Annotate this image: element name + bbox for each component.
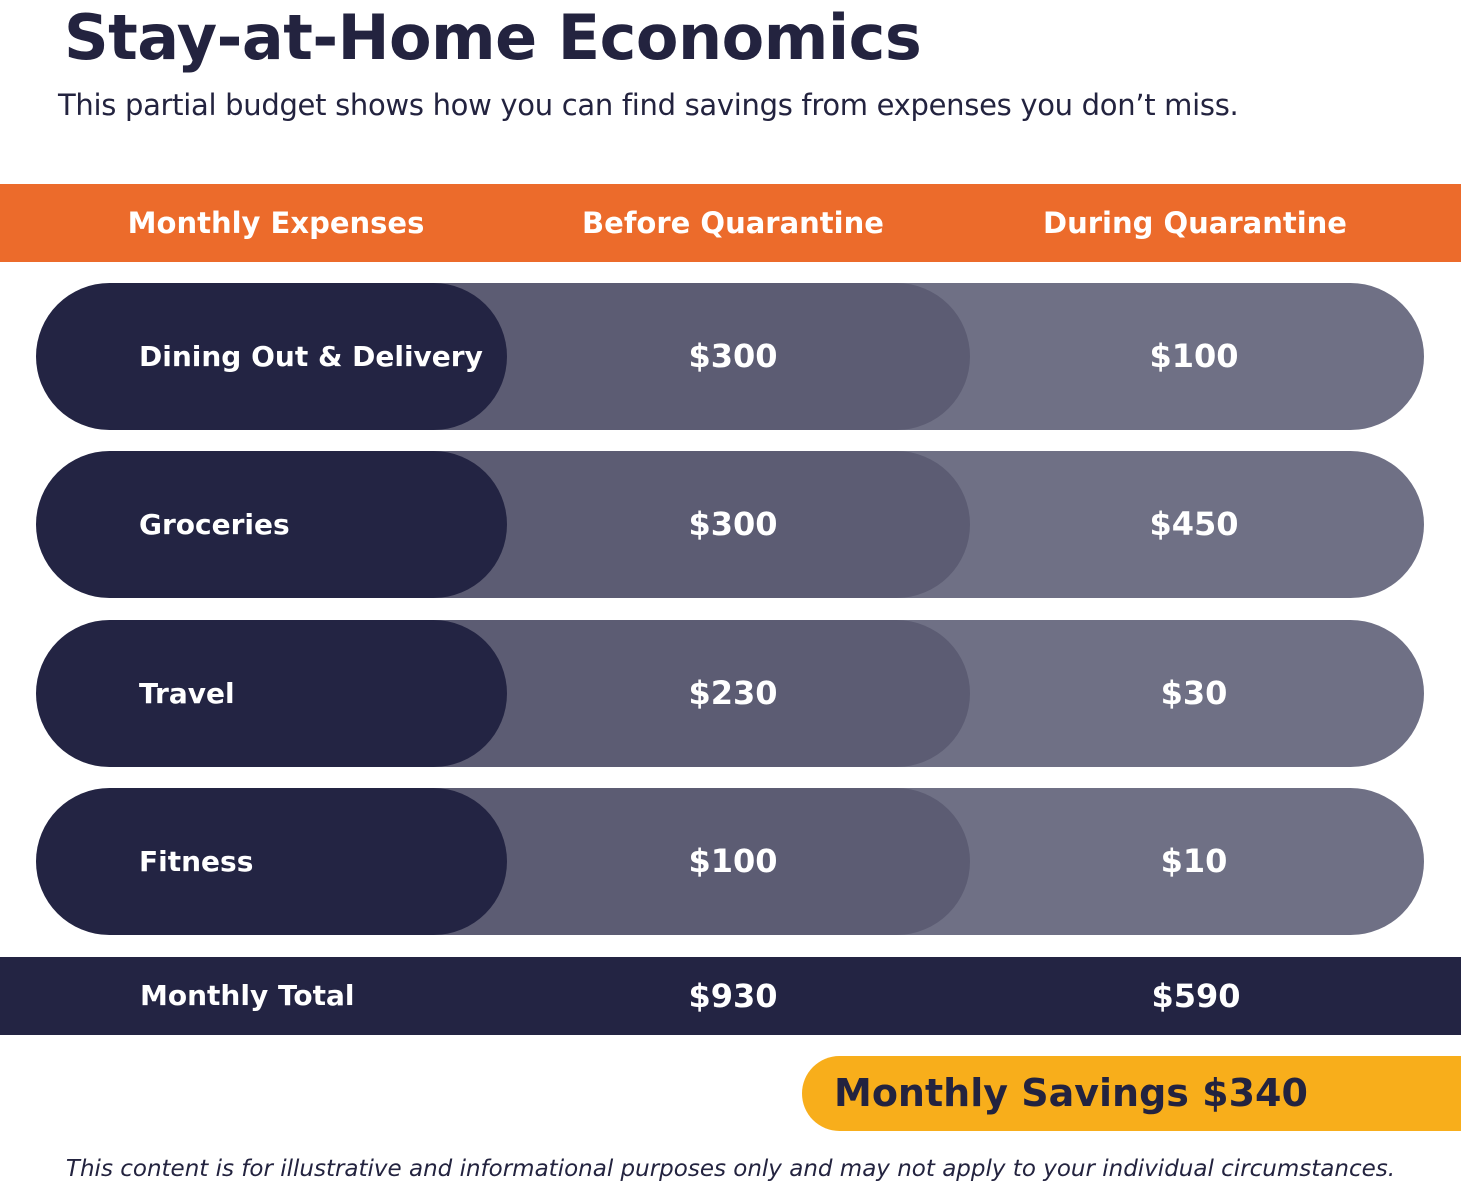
column-header-during-quarantine: During Quarantine xyxy=(1043,206,1347,240)
monthly-savings-badge: Monthly Savings $340 xyxy=(802,1056,1461,1131)
column-header-before-quarantine: Before Quarantine xyxy=(582,206,884,240)
row-label: Travel xyxy=(139,677,235,710)
label-pill xyxy=(36,451,507,598)
total-during-value: $590 xyxy=(1151,977,1241,1015)
row-label: Fitness xyxy=(139,845,254,878)
table-header: Monthly Expenses Before Quarantine Durin… xyxy=(0,184,1461,262)
total-label: Monthly Total xyxy=(140,979,355,1012)
total-before-value: $930 xyxy=(688,977,778,1015)
monthly-total-row: Monthly Total $930 $590 xyxy=(0,957,1461,1035)
during-value: $450 xyxy=(1149,505,1239,543)
row-label: Groceries xyxy=(139,508,290,541)
during-value: $100 xyxy=(1149,337,1239,375)
row-label: Dining Out & Delivery xyxy=(139,340,483,373)
before-value: $100 xyxy=(688,842,778,880)
page-title: Stay-at-Home Economics xyxy=(64,1,922,74)
during-value: $30 xyxy=(1160,674,1228,712)
disclaimer: This content is for illustrative and inf… xyxy=(65,1156,1396,1182)
before-value: $300 xyxy=(688,337,778,375)
before-value: $300 xyxy=(688,505,778,543)
table-row: Groceries $300 $450 xyxy=(36,451,1424,598)
monthly-savings-label: Monthly Savings $340 xyxy=(834,1071,1308,1115)
table-row: Fitness $100 $10 xyxy=(36,788,1424,935)
label-pill xyxy=(36,620,507,767)
before-value: $230 xyxy=(688,674,778,712)
page-subtitle: This partial budget shows how you can fi… xyxy=(58,88,1239,122)
during-value: $10 xyxy=(1160,842,1228,880)
label-pill xyxy=(36,788,507,935)
table-row: Travel $230 $30 xyxy=(36,620,1424,767)
label-pill xyxy=(36,283,507,430)
table-row: Dining Out & Delivery $300 $100 xyxy=(36,283,1424,430)
column-header-monthly-expenses: Monthly Expenses xyxy=(127,206,425,240)
